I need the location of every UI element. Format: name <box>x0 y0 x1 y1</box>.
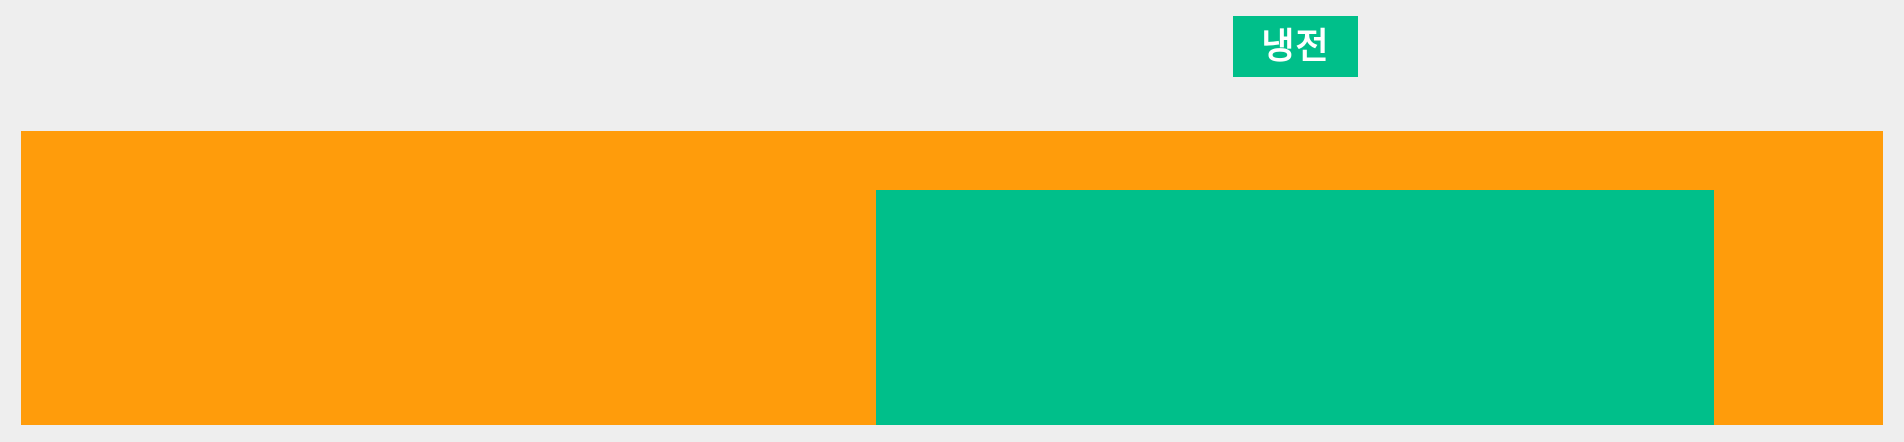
period-label: 냉전 <box>1233 16 1358 77</box>
inner-period-bar <box>876 190 1714 425</box>
